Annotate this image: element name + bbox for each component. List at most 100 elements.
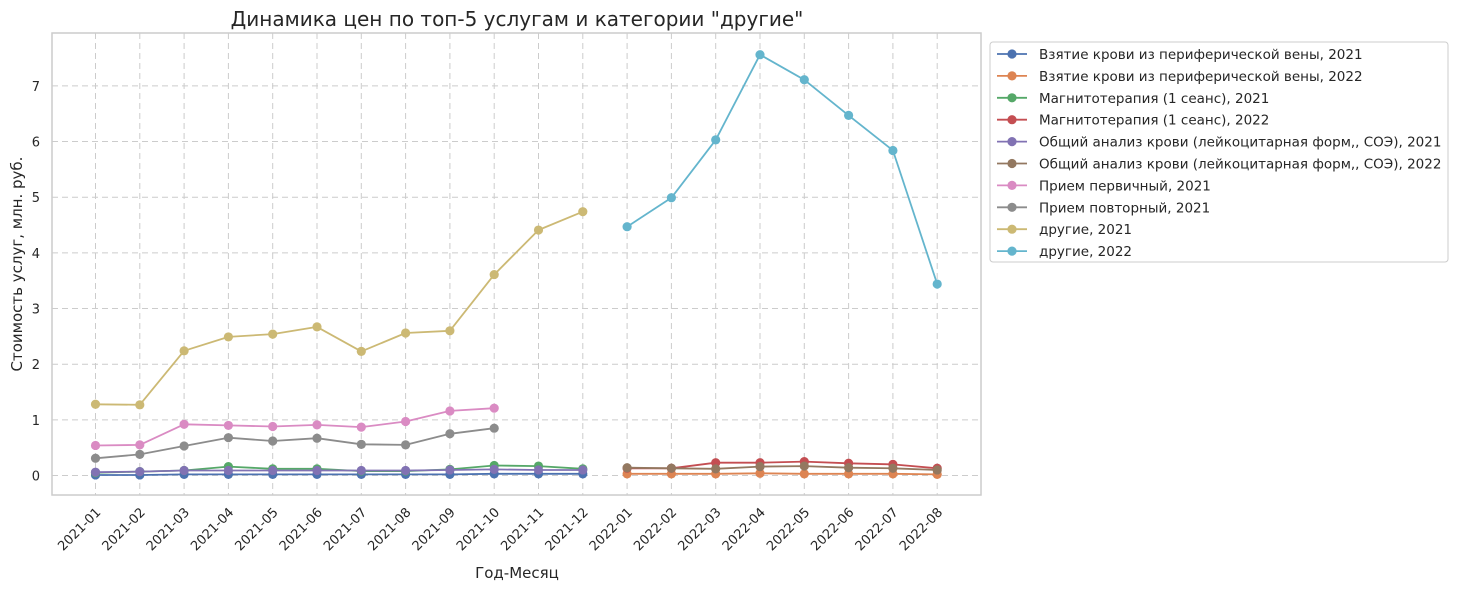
series-line	[626, 53, 939, 285]
legend-entry: Магнитотерапия (1 сеанс), 2022	[997, 113, 1269, 129]
data-point	[844, 463, 854, 473]
data-point	[356, 422, 366, 432]
data-point	[622, 463, 632, 473]
x-tick-label: 2021-04	[188, 505, 237, 554]
data-point	[312, 433, 322, 443]
y-tick-label: 0	[32, 470, 40, 485]
x-tick-label: 2021-10	[454, 505, 503, 554]
x-tick-label: 2021-02	[100, 505, 149, 554]
series-line	[95, 407, 495, 447]
legend-entry: Взятие крови из периферической вены, 202…	[997, 69, 1363, 85]
y-tick-label: 4	[32, 247, 40, 262]
series-line	[95, 468, 583, 474]
series	[90, 423, 499, 463]
x-tick-label: 2022-06	[808, 505, 857, 554]
x-tick-label: 2021-09	[410, 505, 459, 554]
data-point	[179, 419, 189, 429]
data-point	[489, 423, 499, 433]
series-line	[627, 472, 938, 476]
x-tick-label: 2021-07	[321, 505, 370, 554]
grid	[52, 33, 981, 495]
data-point	[578, 465, 588, 475]
data-point	[223, 465, 233, 476]
data-point	[90, 440, 101, 451]
series	[90, 403, 499, 451]
data-point	[312, 322, 322, 332]
legend-label: Магнитотерапия (1 сеанс), 2021	[1039, 91, 1269, 107]
x-tick-label: 2021-08	[365, 505, 414, 554]
data-point	[401, 416, 411, 427]
series-line	[95, 472, 583, 476]
data-point	[755, 462, 765, 472]
x-tick-label: 2021-06	[277, 505, 326, 554]
legend-marker	[1007, 246, 1017, 256]
data-point	[223, 332, 233, 342]
legend-marker	[1007, 137, 1017, 147]
data-point	[489, 269, 499, 280]
data-point	[844, 110, 854, 120]
series-line	[627, 460, 938, 470]
x-tick-label: 2022-08	[897, 505, 946, 554]
series	[90, 207, 588, 410]
x-axis-label: Год-Месяц	[475, 564, 559, 582]
legend-marker	[1007, 180, 1017, 190]
legend-marker	[1007, 93, 1017, 103]
data-point	[268, 421, 278, 432]
legend-marker	[1007, 158, 1017, 169]
y-tick-label: 6	[32, 136, 40, 151]
data-point	[622, 222, 632, 232]
data-point	[445, 406, 455, 416]
data-point	[799, 75, 809, 85]
x-tick-label: 2022-03	[676, 505, 725, 554]
legend-entry: другие, 2021	[997, 222, 1132, 238]
data-point	[755, 50, 765, 60]
data-point	[135, 467, 145, 477]
x-tick-label: 2021-11	[498, 505, 547, 554]
legend-marker	[1007, 49, 1017, 59]
y-tick-label: 3	[32, 303, 40, 318]
data-point	[223, 433, 233, 443]
x-tick-label: 2022-02	[631, 505, 680, 554]
legend-label: Взятие крови из периферической вены, 202…	[1039, 47, 1363, 63]
legend-entry: Взятие крови из периферической вены, 202…	[997, 47, 1363, 63]
legend-label: Взятие крови из периферической вены, 202…	[1039, 69, 1363, 85]
data-point	[533, 225, 544, 235]
series-line	[95, 427, 495, 460]
data-point	[533, 465, 544, 475]
x-tick-label: 2021-12	[543, 505, 592, 554]
legend-box	[989, 41, 1449, 263]
data-point	[268, 329, 278, 339]
legend-label: Прием первичный, 2021	[1039, 178, 1211, 194]
data-point	[666, 193, 677, 203]
data-point	[445, 326, 455, 336]
data-point	[401, 328, 411, 338]
data-point	[445, 465, 455, 475]
data-point	[268, 436, 278, 446]
data-point	[489, 403, 499, 413]
legend-label: Прием повторный, 2021	[1039, 200, 1210, 216]
data-point	[356, 439, 366, 449]
y-axis-label: Стоимость услуг, млн. руб.	[8, 157, 26, 372]
x-tick-label: 2022-05	[764, 505, 813, 554]
series	[622, 50, 942, 289]
x-tick-label: 2022-04	[720, 505, 769, 554]
legend-marker	[1007, 202, 1017, 212]
series	[90, 464, 588, 477]
data-point	[312, 420, 322, 430]
legend-marker	[1007, 224, 1017, 234]
data-point	[90, 453, 101, 463]
x-tick-label: 2021-03	[144, 505, 193, 554]
series-line	[95, 210, 584, 406]
data-point	[356, 346, 366, 356]
data-point	[179, 465, 189, 476]
plot-frame	[51, 32, 982, 496]
data-point	[90, 399, 101, 409]
data-point	[401, 465, 411, 476]
legend-entry: Магнитотерапия (1 сеанс), 2021	[997, 91, 1269, 107]
data-point	[711, 135, 721, 145]
data-point	[223, 420, 233, 431]
legend-label: другие, 2021	[1039, 222, 1132, 238]
data-point	[932, 465, 942, 475]
series	[622, 461, 942, 475]
